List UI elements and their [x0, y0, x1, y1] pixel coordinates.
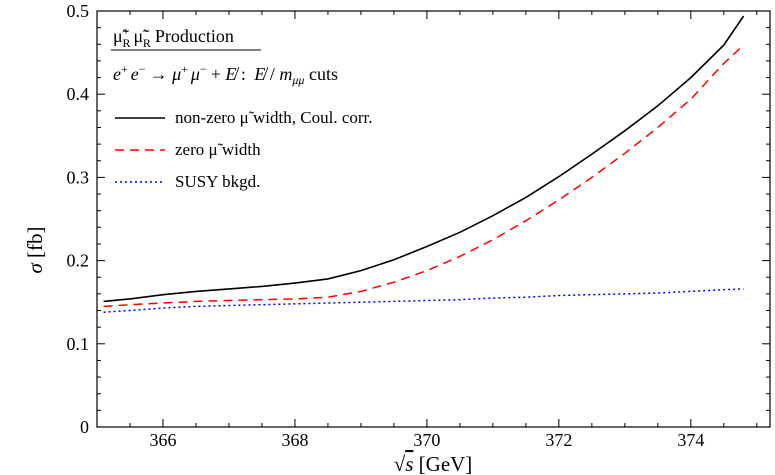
chart-subtitle: e+ e− → μ+ μ− + E̸ : E̸ / mμμ cuts [113, 62, 338, 87]
series-layer [103, 15, 745, 313]
x-tick-label: 368 [281, 430, 308, 450]
plot-frame [96, 10, 771, 428]
x-tick-label: 366 [149, 430, 176, 450]
series-line-1 [103, 15, 745, 303]
x-tick-label: 370 [413, 430, 440, 450]
y-tick-label: 0.5 [67, 1, 90, 21]
x-tick-label: 374 [677, 430, 704, 450]
legend-label-3: SUSY bkgd. [175, 172, 260, 191]
title-production: Production [155, 26, 234, 46]
legend: non-zero μ̃ width, Coul. corr. zero μ̃ wi… [115, 108, 373, 191]
x-axis-label: √s [GeV] [394, 452, 473, 475]
y-tick-label: 0.3 [67, 167, 90, 187]
ticks-layer: 366 368 370 372 374 0 0.1 0.2 0.3 0.4 0.5 [67, 1, 770, 450]
legend-label-2: zero μ̃ width [175, 140, 261, 159]
title-r-sub-2: R [143, 36, 151, 50]
legend-label-1: non-zero μ̃ width, Coul. corr. [175, 108, 373, 127]
y-axis-label: σ [fb] [23, 226, 47, 273]
x-tick-label: 372 [545, 430, 572, 450]
series-line-2 [103, 44, 745, 308]
series-line-3 [103, 288, 744, 313]
y-tick-label: 0.1 [67, 334, 90, 354]
title-plus-sup: + [123, 24, 130, 38]
title-r-sub: R [122, 36, 130, 50]
y-tick-label: 0.4 [67, 84, 90, 104]
plot-border [96, 10, 771, 428]
y-tick-label: 0.2 [67, 251, 90, 271]
title-minus-sup: − [143, 24, 150, 38]
y-tick-label: 0 [80, 417, 89, 437]
